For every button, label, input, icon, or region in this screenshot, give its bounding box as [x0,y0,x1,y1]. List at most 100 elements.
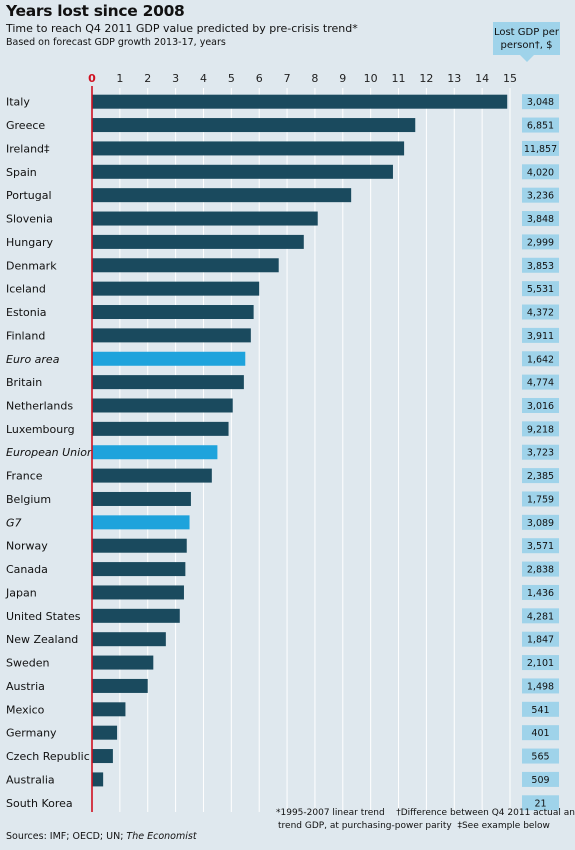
bar-slovenia [92,211,318,226]
bar-spain [92,164,393,179]
category-label-japan: Japan [5,586,37,599]
bar-austria [92,678,148,693]
value-box-germany [522,725,559,741]
value-box-denmark [522,257,559,273]
x-tick-label-6: 6 [256,72,263,85]
chart-subtitle: Time to reach Q4 2011 GDP value predicte… [6,22,358,35]
bar-italy [92,94,508,109]
value-box-france [522,468,559,484]
value-text-france: 2,385 [527,471,554,482]
bar-ireland [92,141,405,156]
category-label-france: France [6,470,43,483]
bar-portugal [92,188,352,203]
category-label-g7: G7 [6,516,22,529]
value-text-norway: 3,571 [527,541,554,552]
footnote-dagger-cont: trend GDP, at purchasing-power parity [278,821,452,831]
bar-japan [92,585,184,600]
x-tick-label-8: 8 [311,72,318,85]
value-text-south-korea: 21 [534,798,546,809]
bar-luxembourg [92,421,229,436]
category-label-iceland: Iceland [6,283,46,296]
value-box-ireland [522,140,559,156]
bar-australia [92,772,104,787]
value-box-euro-area [522,351,559,367]
category-label-mexico: Mexico [6,703,45,716]
value-box-spain [522,164,559,180]
category-label-czech-republic: Czech Republic [6,750,90,763]
chart-title: Years lost since 2008 [6,2,185,20]
value-box-australia [522,771,559,787]
value-box-hungary [522,234,559,250]
x-tick-label-3: 3 [172,72,179,85]
value-text-japan: 1,436 [527,588,554,599]
bar-germany [92,725,118,740]
value-text-canada: 2,838 [527,565,554,576]
value-box-japan [522,584,559,600]
x-tick-label-10: 10 [364,72,378,85]
value-text-iceland: 5,531 [527,284,554,295]
value-box-canada [522,561,559,577]
x-tick-label-9: 9 [339,72,346,85]
value-text-g7: 3,089 [527,518,554,529]
value-box-netherlands [522,397,559,413]
bar-estonia [92,305,254,320]
bar-sweden [92,655,154,670]
category-label-united-states: United States [6,610,81,623]
bar-canada [92,562,186,577]
value-text-ireland: 11,857 [524,144,557,155]
bar-britain [92,375,244,390]
value-text-slovenia: 3,848 [527,214,554,225]
category-label-finland: Finland [6,329,45,342]
value-box-sweden [522,655,559,671]
value-text-greece: 6,851 [527,121,554,132]
footnote-dagger: †Difference between Q4 2011 actual and [396,808,575,818]
bar-netherlands [92,398,233,413]
value-text-britain: 4,774 [527,378,554,389]
footnote-row-2: trend GDP, at purchasing-power parity ‡S… [276,820,575,833]
category-label-belgium: Belgium [6,493,51,506]
value-text-euro-area: 1,642 [527,354,554,365]
category-label-luxembourg: Luxembourg [6,423,75,436]
bar-g7 [92,515,190,530]
sources-italic: The Economist [126,831,197,842]
value-text-portugal: 3,236 [527,191,554,202]
value-box-britain [522,374,559,390]
value-text-belgium: 1,759 [527,494,554,505]
category-label-estonia: Estonia [6,306,47,319]
value-text-denmark: 3,853 [527,261,554,272]
value-box-estonia [522,304,559,320]
value-text-finland: 3,911 [527,331,554,342]
category-label-italy: Italy [6,96,30,109]
x-tick-label-2: 2 [144,72,151,85]
x-tick-label-7: 7 [284,72,291,85]
x-tick-label-0: 0 [88,72,96,85]
value-box-norway [522,538,559,554]
value-box-austria [522,678,559,694]
value-box-iceland [522,281,559,297]
bar-finland [92,328,251,343]
x-tick-label-1: 1 [116,72,123,85]
value-box-european-union [522,444,559,460]
bar-new-zealand [92,632,166,647]
bar-denmark [92,258,279,273]
footnote-row-1: *1995-2007 linear trend †Difference betw… [276,807,575,820]
footnote-double-dagger: ‡See example below [457,821,550,831]
bar-mexico [92,702,126,717]
value-text-new-zealand: 1,847 [527,635,554,646]
value-text-european-union: 3,723 [527,448,554,459]
value-text-germany: 401 [531,728,549,739]
value-text-luxembourg: 9,218 [527,424,554,435]
category-label-south-korea: South Korea [6,797,73,810]
category-label-greece: Greece [6,119,45,132]
bar-iceland [92,281,260,296]
category-label-austria: Austria [6,680,45,693]
footnotes: *1995-2007 linear trend †Difference betw… [276,807,575,833]
sources-prefix: Sources: IMF; OECD; UN; [6,831,127,842]
x-tick-label-11: 11 [392,72,406,85]
category-label-britain: Britain [6,376,42,389]
bar-european-union [92,445,218,460]
value-text-estonia: 4,372 [527,308,554,319]
value-text-sweden: 2,101 [527,658,554,669]
x-tick-label-12: 12 [419,72,433,85]
